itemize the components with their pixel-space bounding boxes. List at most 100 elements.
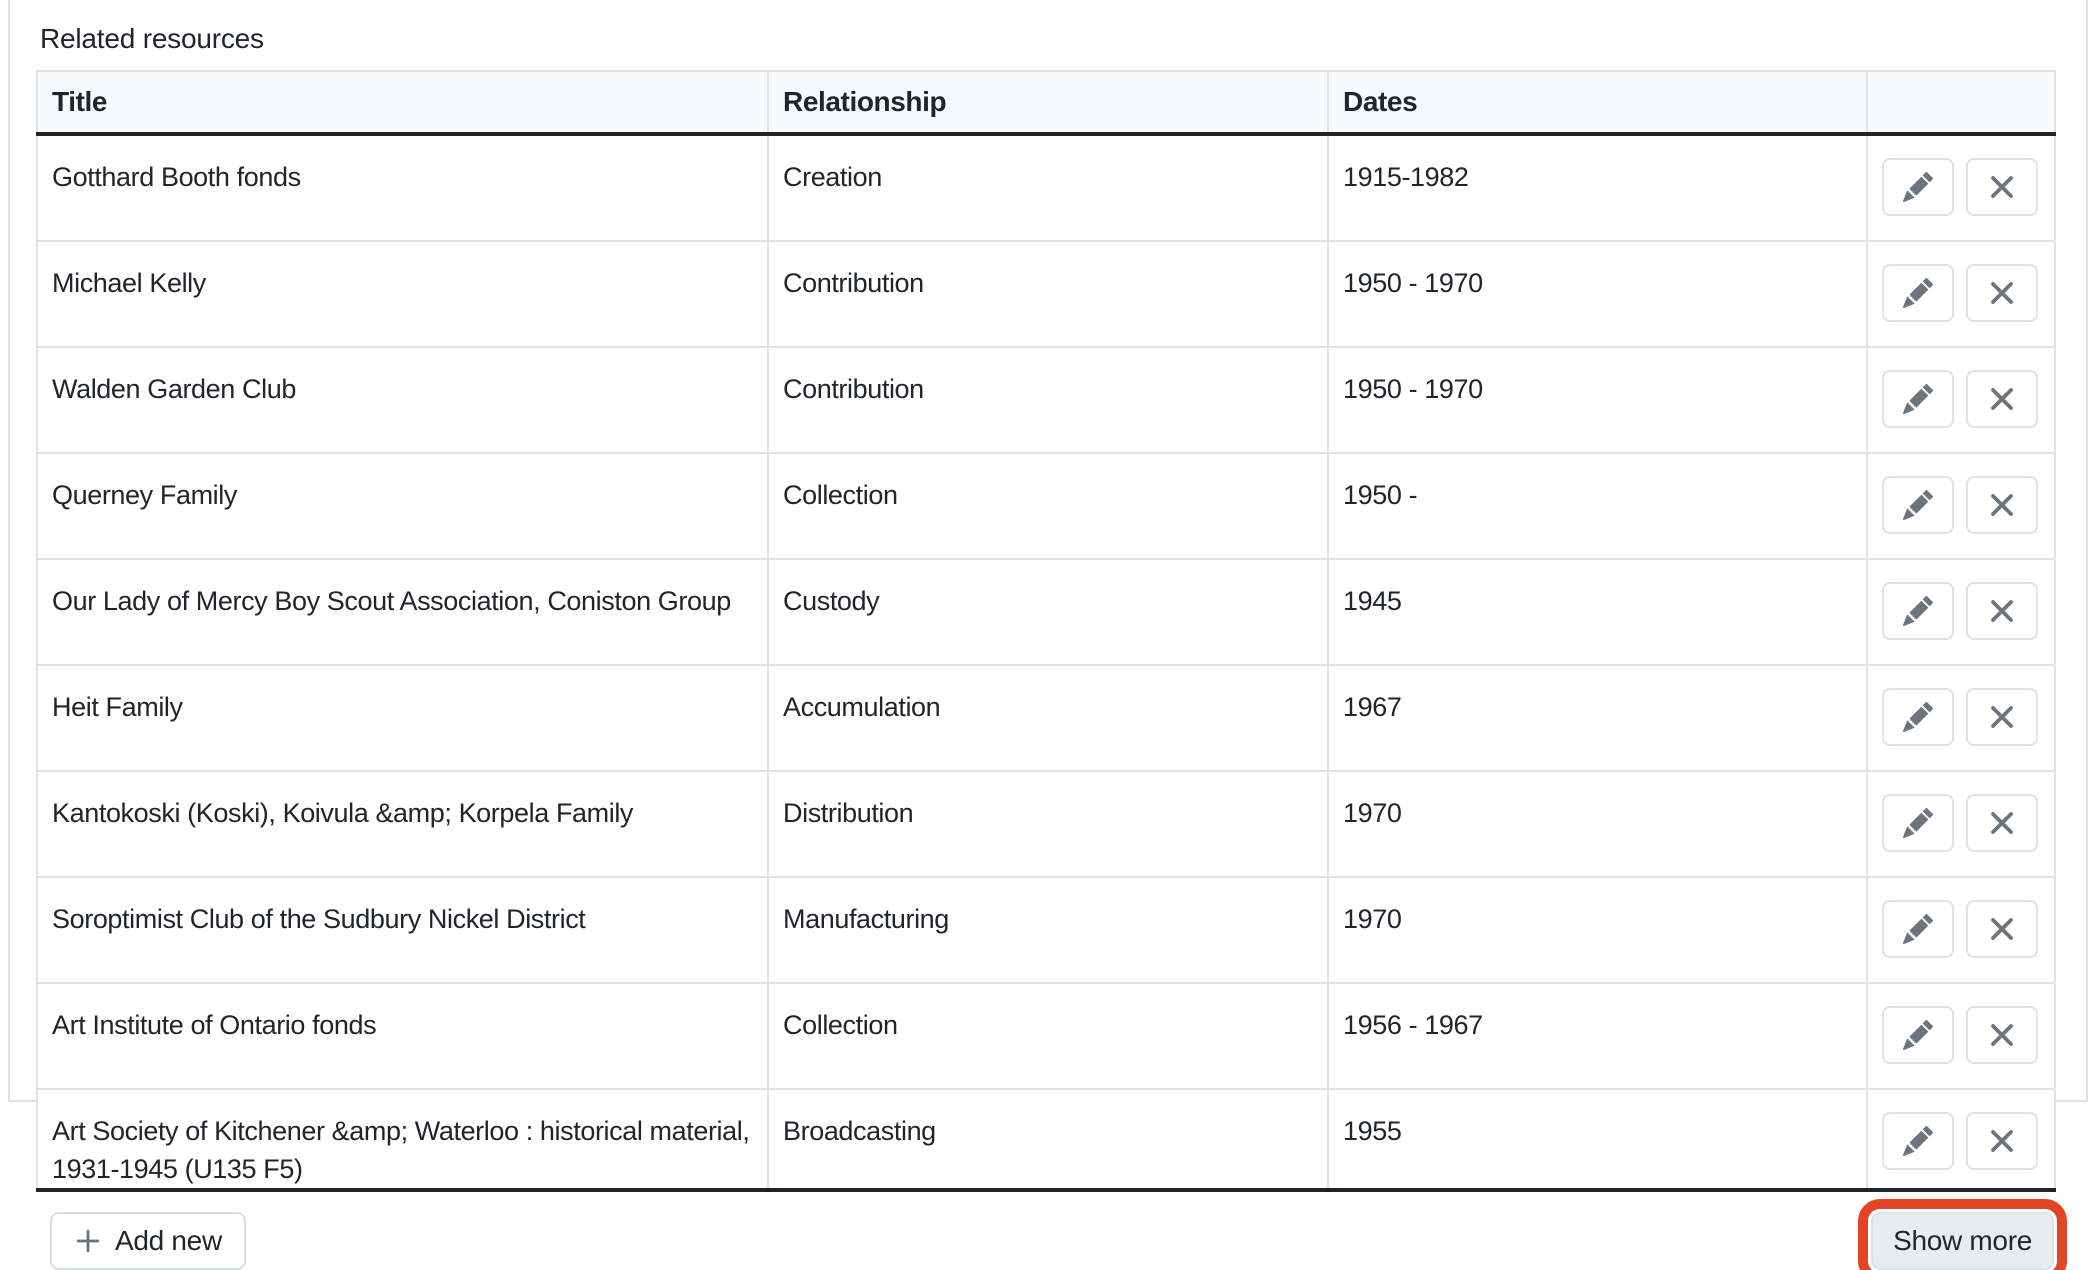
x-icon: [1987, 808, 2017, 838]
remove-row-button[interactable]: [1966, 900, 2038, 958]
cell-title: Our Lady of Mercy Boy Scout Association,…: [37, 559, 769, 666]
x-icon: [1987, 596, 2017, 626]
cell-dates: 1967: [1328, 665, 1868, 772]
pencil-icon: [1903, 1020, 1933, 1050]
table-header-row: Title Relationship Dates: [37, 71, 2055, 136]
cell-relationship: Custody: [768, 559, 1329, 666]
cell-dates: 1970: [1328, 771, 1868, 878]
x-icon: [1987, 1126, 2017, 1156]
cell-dates: 1945: [1328, 559, 1868, 666]
table-footer-bar: Add new Show more: [36, 1199, 2067, 1270]
cell-relationship: Accumulation: [768, 665, 1329, 772]
cell-relationship: Collection: [768, 453, 1329, 560]
pencil-icon: [1903, 490, 1933, 520]
cell-actions: [1867, 983, 2055, 1090]
pencil-icon: [1903, 1126, 1933, 1156]
cell-relationship: Distribution: [768, 771, 1329, 878]
cell-actions: [1867, 665, 2055, 772]
table-row: Michael Kelly Contribution 1950 - 1970: [37, 241, 2055, 348]
pencil-icon: [1903, 702, 1933, 732]
cell-title: Art Institute of Ontario fonds: [37, 983, 769, 1090]
edit-row-button[interactable]: [1882, 582, 1954, 640]
cell-dates: 1950 - 1970: [1328, 347, 1868, 454]
table-row: Art Institute of Ontario fonds Collection…: [37, 983, 2055, 1090]
edit-row-button[interactable]: [1882, 264, 1954, 322]
add-new-label: Add new: [115, 1225, 222, 1256]
pencil-icon: [1903, 278, 1933, 308]
cell-actions: [1867, 559, 2055, 666]
cell-title: Soroptimist Club of the Sudbury Nickel D…: [37, 877, 769, 984]
column-header-dates: Dates: [1328, 71, 1868, 136]
pencil-icon: [1903, 914, 1933, 944]
cell-actions: [1867, 453, 2055, 560]
cell-relationship: Contribution: [768, 241, 1329, 348]
cell-actions: [1867, 241, 2055, 348]
column-header-relationship: Relationship: [768, 71, 1329, 136]
pencil-icon: [1903, 596, 1933, 626]
cell-relationship: Broadcasting: [768, 1089, 1329, 1192]
remove-row-button[interactable]: [1966, 688, 2038, 746]
section-title: Related resources: [40, 23, 264, 54]
x-icon: [1987, 490, 2017, 520]
cell-dates: 1970: [1328, 877, 1868, 984]
cell-dates: 1950 - 1970: [1328, 241, 1868, 348]
table-row: Our Lady of Mercy Boy Scout Association,…: [37, 559, 2055, 666]
plus-icon: [74, 1227, 102, 1255]
table-row: Art Society of Kitchener &amp; Waterloo …: [37, 1089, 2055, 1192]
remove-row-button[interactable]: [1966, 370, 2038, 428]
edit-row-button[interactable]: [1882, 370, 1954, 428]
add-new-button[interactable]: Add new: [50, 1212, 246, 1270]
cell-relationship: Collection: [768, 983, 1329, 1090]
table-row: Gotthard Booth fonds Creation 1915-1982: [37, 134, 2055, 242]
remove-row-button[interactable]: [1966, 582, 2038, 640]
cell-actions: [1867, 1089, 2055, 1192]
remove-row-button[interactable]: [1966, 158, 2038, 216]
cell-dates: 1955: [1328, 1089, 1868, 1192]
cell-actions: [1867, 877, 2055, 984]
cell-title: Kantokoski (Koski), Koivula &amp; Korpel…: [37, 771, 769, 878]
edit-row-button[interactable]: [1882, 1112, 1954, 1170]
cell-actions: [1867, 771, 2055, 878]
cell-title: Art Society of Kitchener &amp; Waterloo …: [37, 1089, 769, 1192]
column-header-actions: [1867, 71, 2055, 136]
x-icon: [1987, 278, 2017, 308]
cell-actions: [1867, 347, 2055, 454]
x-icon: [1987, 384, 2017, 414]
cell-relationship: Creation: [768, 134, 1329, 242]
x-icon: [1987, 702, 2017, 732]
table-row: Soroptimist Club of the Sudbury Nickel D…: [37, 877, 2055, 984]
edit-row-button[interactable]: [1882, 688, 1954, 746]
table-row: Querney Family Collection 1950 -: [37, 453, 2055, 560]
cell-title: Querney Family: [37, 453, 769, 560]
cell-title: Gotthard Booth fonds: [37, 134, 769, 242]
cell-title: Heit Family: [37, 665, 769, 772]
edit-row-button[interactable]: [1882, 1006, 1954, 1064]
pencil-icon: [1903, 172, 1933, 202]
remove-row-button[interactable]: [1966, 1006, 2038, 1064]
edit-row-button[interactable]: [1882, 794, 1954, 852]
cell-title: Walden Garden Club: [37, 347, 769, 454]
cell-relationship: Manufacturing: [768, 877, 1329, 984]
edit-row-button[interactable]: [1882, 900, 1954, 958]
edit-row-button[interactable]: [1882, 158, 1954, 216]
remove-row-button[interactable]: [1966, 794, 2038, 852]
x-icon: [1987, 172, 2017, 202]
cell-dates: 1915-1982: [1328, 134, 1868, 242]
table-row: Heit Family Accumulation 1967: [37, 665, 2055, 772]
cell-title: Michael Kelly: [37, 241, 769, 348]
related-resources-section: Related resources Title Relationship Dat…: [36, 22, 2067, 1270]
remove-row-button[interactable]: [1966, 476, 2038, 534]
remove-row-button[interactable]: [1966, 264, 2038, 322]
pencil-icon: [1903, 808, 1933, 838]
edit-row-button[interactable]: [1882, 476, 1954, 534]
x-icon: [1987, 1020, 2017, 1050]
table-row: Walden Garden Club Contribution 1950 - 197…: [37, 347, 2055, 454]
x-icon: [1987, 914, 2017, 944]
show-more-button[interactable]: Show more: [1858, 1199, 2067, 1270]
column-header-title: Title: [37, 71, 769, 136]
table-row: Kantokoski (Koski), Koivula &amp; Korpel…: [37, 771, 2055, 878]
cell-dates: 1950 -: [1328, 453, 1868, 560]
pencil-icon: [1903, 384, 1933, 414]
cell-relationship: Contribution: [768, 347, 1329, 454]
remove-row-button[interactable]: [1966, 1112, 2038, 1170]
